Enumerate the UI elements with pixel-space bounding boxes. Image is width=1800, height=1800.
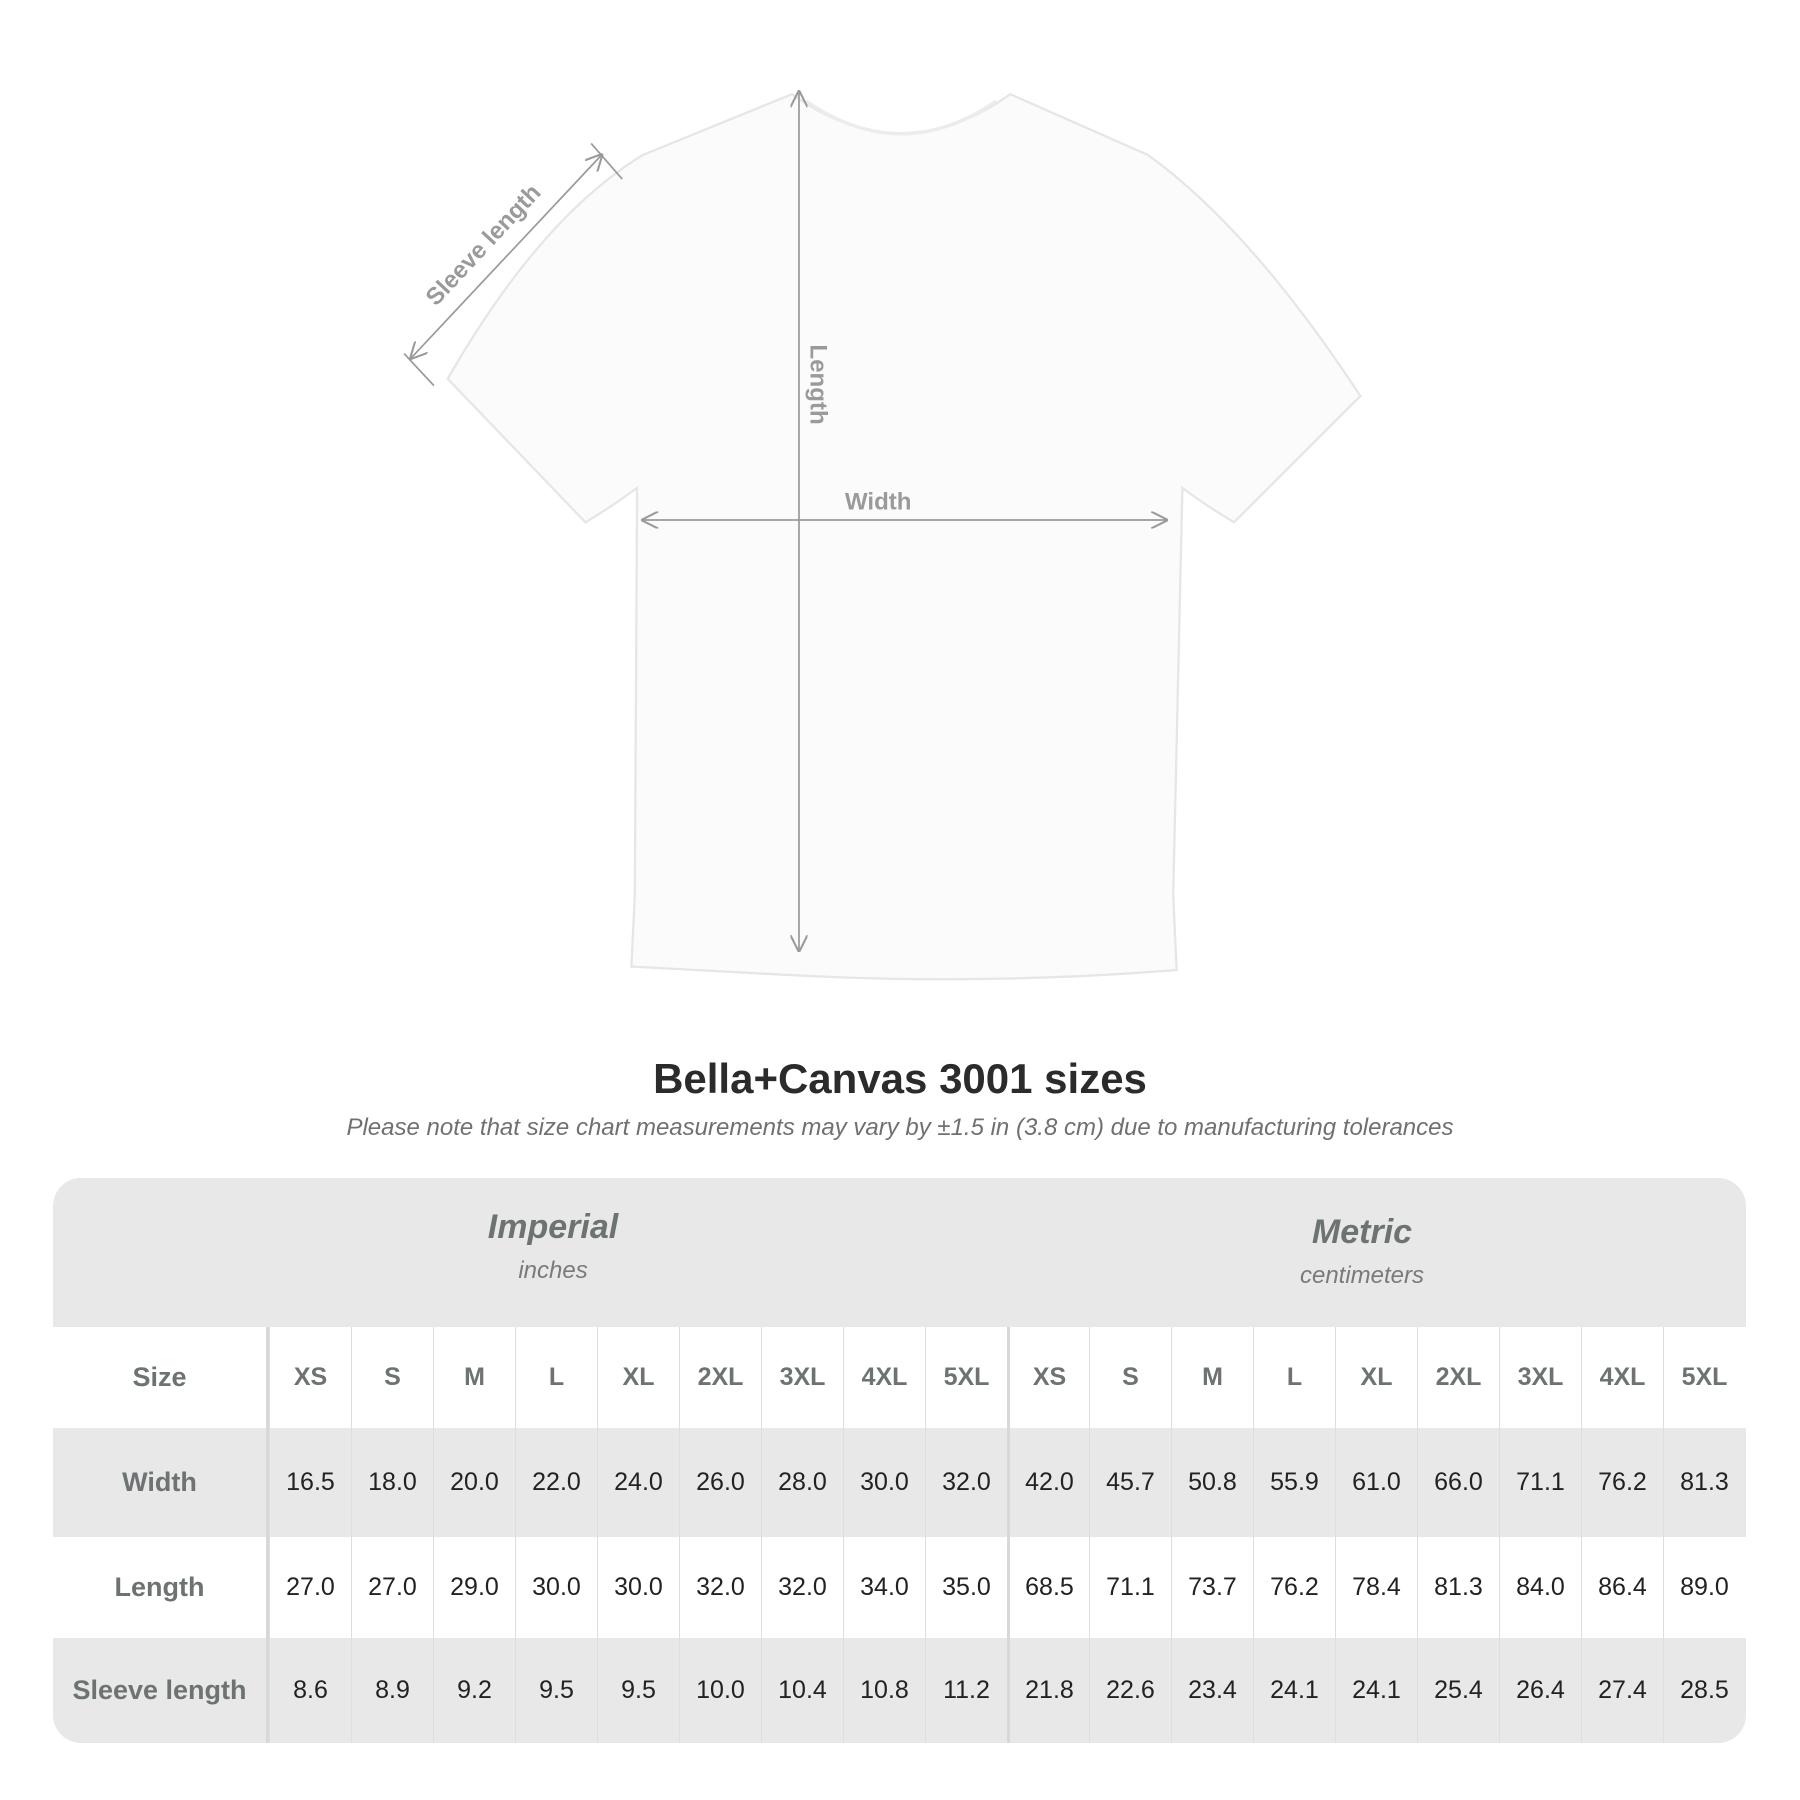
value-cell: 30.0 — [843, 1428, 925, 1537]
value-cell: 45.7 — [1089, 1428, 1171, 1537]
value-cell: 32.0 — [925, 1428, 1007, 1537]
value-cell: 27.0 — [269, 1537, 351, 1638]
size-header-cell: S — [351, 1327, 433, 1428]
imperial-title: Imperial — [487, 1208, 619, 1246]
value-cell: 26.4 — [1499, 1638, 1581, 1743]
value-cell: 86.4 — [1581, 1537, 1663, 1638]
value-cell: 9.5 — [515, 1638, 597, 1743]
row-label: Width — [53, 1428, 269, 1537]
value-cell: 27.4 — [1581, 1638, 1663, 1743]
value-cell: 20.0 — [433, 1428, 515, 1537]
value-cell: 55.9 — [1253, 1428, 1335, 1537]
metric-header: Metric centimeters — [1112, 1213, 1612, 1290]
value-cell: 76.2 — [1253, 1537, 1335, 1638]
row-label: Size — [53, 1327, 269, 1428]
size-header-cell: 3XL — [761, 1327, 843, 1428]
value-cell: 61.0 — [1335, 1428, 1417, 1537]
value-cell: 24.1 — [1253, 1638, 1335, 1743]
value-cell: 23.4 — [1171, 1638, 1253, 1743]
size-header-cell: 5XL — [1663, 1327, 1745, 1428]
size-header-cell: L — [1253, 1327, 1335, 1428]
size-header-cell: 3XL — [1499, 1327, 1581, 1428]
value-cell: 25.4 — [1417, 1638, 1499, 1743]
value-cell: 24.0 — [597, 1428, 679, 1537]
size-header-cell: XL — [1335, 1327, 1417, 1428]
value-cell: 16.5 — [269, 1428, 351, 1537]
value-cell: 30.0 — [597, 1537, 679, 1638]
tolerance-note: Please note that size chart measurements… — [346, 1114, 1454, 1141]
value-cell: 28.0 — [761, 1428, 843, 1537]
size-header-cell: 5XL — [925, 1327, 1007, 1428]
sleeve-tick — [590, 142, 623, 180]
value-cell: 71.1 — [1089, 1537, 1171, 1638]
value-cell: 21.8 — [1007, 1638, 1089, 1743]
value-cell: 76.2 — [1581, 1428, 1663, 1537]
value-cell: 42.0 — [1007, 1428, 1089, 1537]
value-cell: 81.3 — [1417, 1537, 1499, 1638]
size-header-cell: M — [433, 1327, 515, 1428]
value-cell: 78.4 — [1335, 1537, 1417, 1638]
size-table: Imperial inches Metric centimeters Size X… — [53, 1178, 1746, 1743]
size-header-cell: S — [1089, 1327, 1171, 1428]
tshirt-shape — [446, 92, 1362, 981]
value-cell: 32.0 — [679, 1537, 761, 1638]
table-row-length: Length 27.0 27.0 29.0 30.0 30.0 32.0 32.0 34.0 35… — [53, 1537, 1746, 1638]
size-row: Size XS S M L XL 2XL 3XL 4XL 5XL XS S M L XL 2XL 3XL 4XL 5… — [53, 1327, 1746, 1428]
sleeve-tick — [403, 352, 435, 387]
value-cell: 22.0 — [515, 1428, 597, 1537]
value-cell: 11.2 — [925, 1638, 1007, 1743]
imperial-unit: inches — [518, 1257, 588, 1284]
value-cell: 22.6 — [1089, 1638, 1171, 1743]
value-cell: 29.0 — [433, 1537, 515, 1638]
row-label: Sleeve length — [53, 1638, 269, 1743]
size-header-cell: XS — [1007, 1327, 1089, 1428]
value-cell: 71.1 — [1499, 1428, 1581, 1537]
page-title: Bella+Canvas 3001 sizes — [653, 1055, 1147, 1102]
size-header-cell: M — [1171, 1327, 1253, 1428]
size-header-cell: XL — [597, 1327, 679, 1428]
value-cell: 9.2 — [433, 1638, 515, 1743]
collar — [804, 99, 998, 136]
value-cell: 10.8 — [843, 1638, 925, 1743]
imperial-header: Imperial inches — [303, 1208, 803, 1285]
value-cell: 9.5 — [597, 1638, 679, 1743]
width-label: Width — [845, 489, 912, 516]
size-header-cell: 2XL — [1417, 1327, 1499, 1428]
sleeve-arrow — [411, 155, 602, 358]
size-header-cell: L — [515, 1327, 597, 1428]
size-header-cell: 2XL — [679, 1327, 761, 1428]
unit-header: Imperial inches Metric centimeters — [53, 1178, 1746, 1327]
table-row-sleeve-length: Sleeve length 8.6 8.9 9.2 9.5 9.5 10.0 10.4 10.8… — [53, 1638, 1746, 1743]
value-cell: 89.0 — [1663, 1537, 1745, 1638]
size-header-cell: 4XL — [1581, 1327, 1663, 1428]
row-label: Length — [53, 1537, 269, 1638]
value-cell: 68.5 — [1007, 1537, 1089, 1638]
value-cell: 8.6 — [269, 1638, 351, 1743]
value-cell: 10.0 — [679, 1638, 761, 1743]
value-cell: 66.0 — [1417, 1428, 1499, 1537]
value-cell: 26.0 — [679, 1428, 761, 1537]
size-header-cell: XS — [269, 1327, 351, 1428]
value-cell: 30.0 — [515, 1537, 597, 1638]
value-cell: 81.3 — [1663, 1428, 1745, 1537]
value-cell: 27.0 — [351, 1537, 433, 1638]
value-cell: 32.0 — [761, 1537, 843, 1638]
value-cell: 10.4 — [761, 1638, 843, 1743]
value-cell: 28.5 — [1663, 1638, 1745, 1743]
value-cell: 8.9 — [351, 1638, 433, 1743]
table-row-width: Width 16.5 18.0 20.0 22.0 24.0 26.0 28.0 30.0 32.… — [53, 1428, 1746, 1537]
metric-unit: centimeters — [1299, 1262, 1425, 1289]
metric-title: Metric — [1311, 1213, 1413, 1251]
value-cell: 73.7 — [1171, 1537, 1253, 1638]
value-cell: 35.0 — [925, 1537, 1007, 1638]
value-cell: 34.0 — [843, 1537, 925, 1638]
value-cell: 84.0 — [1499, 1537, 1581, 1638]
size-header-cell: 4XL — [843, 1327, 925, 1428]
length-label: Length — [804, 344, 831, 424]
value-cell: 24.1 — [1335, 1638, 1417, 1743]
value-cell: 50.8 — [1171, 1428, 1253, 1537]
value-cell: 18.0 — [351, 1428, 433, 1537]
